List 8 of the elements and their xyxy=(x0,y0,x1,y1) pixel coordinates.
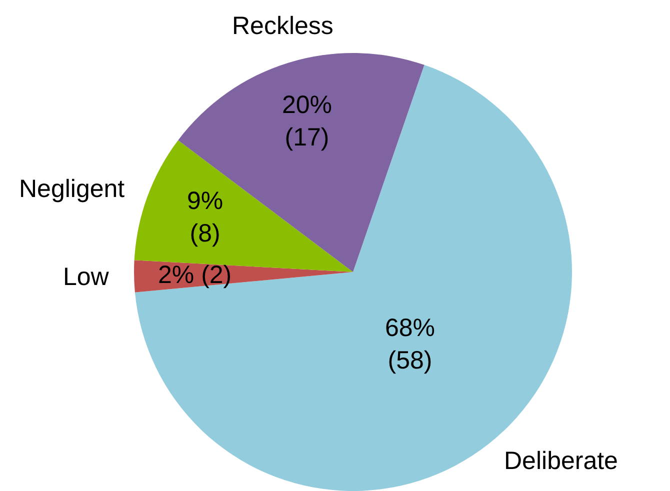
slice-label: Negligent xyxy=(19,175,125,203)
data-label: 2% (2) xyxy=(158,261,232,289)
data-label: 68% (58) xyxy=(385,314,436,374)
data-label: 20% (17) xyxy=(282,91,332,152)
slice-label: Reckless xyxy=(232,12,334,40)
slice-label: Deliberate xyxy=(504,447,618,475)
slice-label: Low xyxy=(63,263,110,291)
data-label: 9% (8) xyxy=(187,187,224,248)
